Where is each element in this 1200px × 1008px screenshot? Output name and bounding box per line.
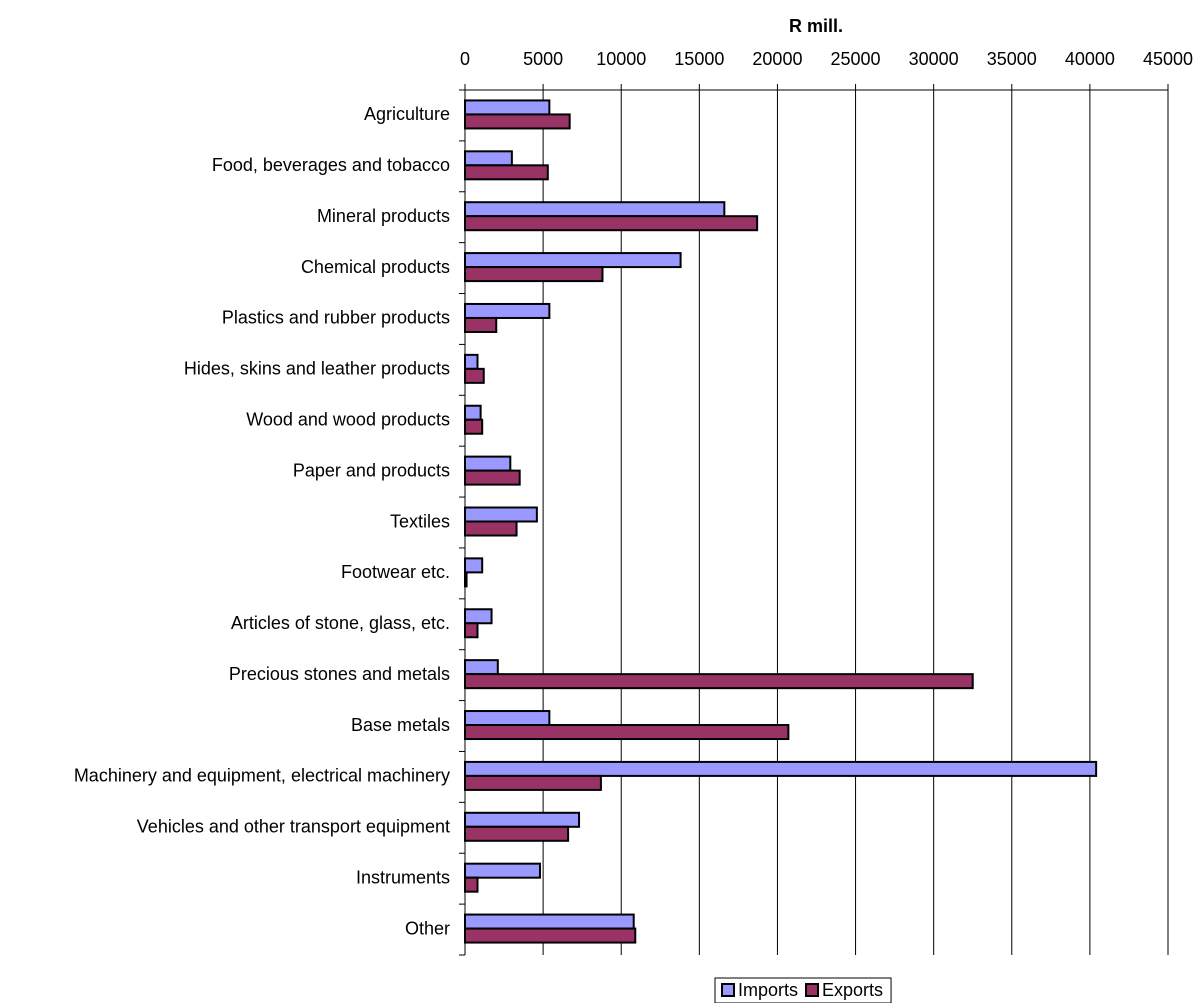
legend-swatch [721,983,735,997]
y-tick-label: Precious stones and metals [229,664,450,684]
y-tick-label: Plastics and rubber products [222,308,450,328]
legend-swatch [805,983,820,997]
bar [464,876,479,893]
bar [464,774,602,791]
bar [464,571,468,588]
y-tick-label: Base metals [351,715,450,735]
y-tick-label: Chemical products [301,257,450,277]
x-tick-label: 5000 [523,49,563,69]
bar [464,455,512,472]
bar [464,825,570,842]
legend-label: Exports [822,980,883,1000]
bar [464,302,551,319]
bar [464,557,484,574]
x-tick-label: 20000 [752,49,802,69]
y-tick-label: Instruments [356,867,450,887]
bar [464,608,493,625]
legend: Imports Exports [714,977,892,1004]
bar [464,760,1098,777]
bar [464,469,521,486]
bar [464,673,974,690]
bar [464,316,498,333]
x-tick-label: 0 [460,49,470,69]
y-tick-label: Agriculture [364,104,450,124]
bar [464,710,551,727]
x-tick-label: 15000 [674,49,724,69]
y-tick-label: Footwear etc. [341,562,450,582]
bar [464,215,759,232]
y-tick-label: Mineral products [317,206,450,226]
y-tick-label: Wood and wood products [246,409,450,429]
y-tick-label: Machinery and equipment, electrical mach… [74,766,450,786]
x-tick-label: 30000 [909,49,959,69]
bar [464,353,479,370]
bar [464,252,682,269]
bar [464,418,484,435]
y-tick-label: Hides, skins and leather products [184,359,450,379]
y-tick-label: Paper and products [293,460,450,480]
x-tick-label: 10000 [596,49,646,69]
bar [464,164,549,181]
axis-title: R mill. [789,16,843,36]
x-tick-label: 25000 [831,49,881,69]
legend-box [714,977,892,1004]
x-tick-label: 35000 [987,49,1037,69]
y-tick-label: Other [405,918,450,938]
bar [464,659,499,676]
bar [464,506,538,523]
bar [464,927,637,944]
y-tick-label: Vehicles and other transport equipment [137,817,450,837]
bar [464,724,790,741]
bar [464,113,571,130]
bar [464,862,541,879]
x-tick-label: 45000 [1143,49,1193,69]
bar [464,520,518,537]
bar [464,150,513,167]
bar [464,404,482,421]
y-tick-label: Textiles [390,511,450,531]
bar [464,266,604,283]
y-tick-label: Articles of stone, glass, etc. [231,613,450,633]
bar [464,811,581,828]
y-tick-label: Food, beverages and tobacco [212,155,450,175]
bar [464,367,485,384]
bar [464,201,726,218]
bar [464,913,635,930]
bar [464,99,551,116]
x-tick-label: 40000 [1065,49,1115,69]
bar [464,622,479,639]
legend-label: Imports [738,980,798,1000]
